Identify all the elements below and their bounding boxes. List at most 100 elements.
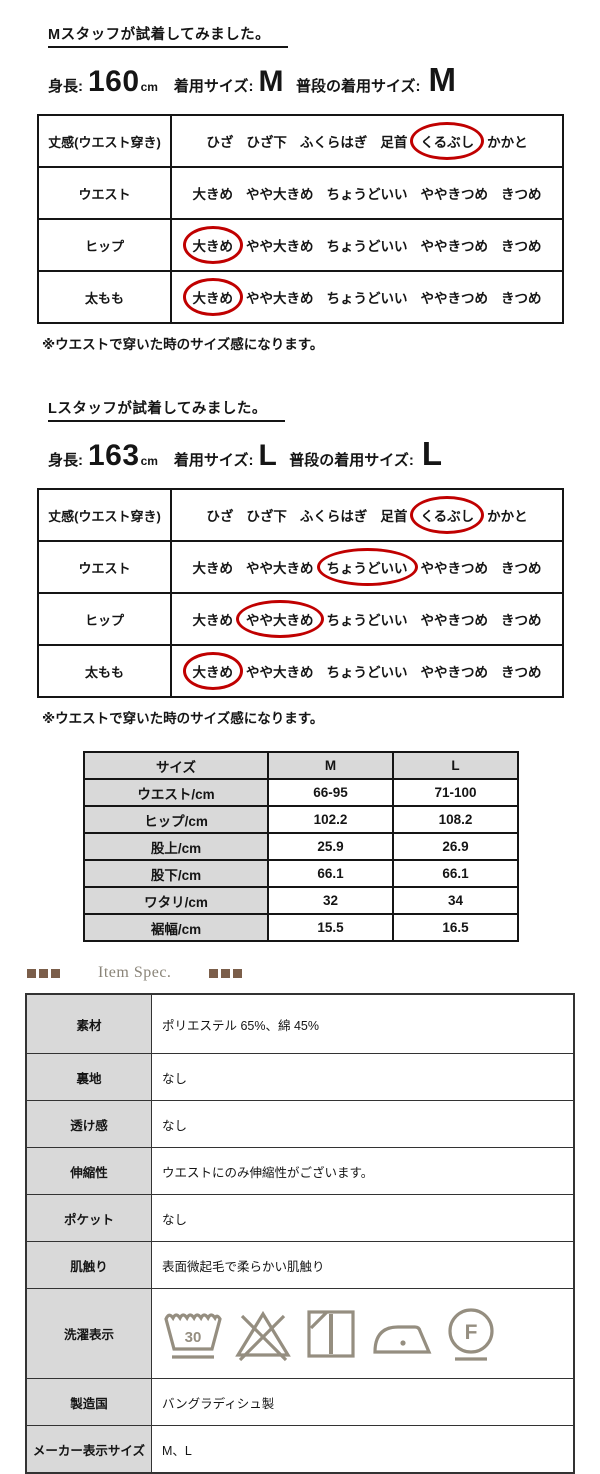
spec-label: 裏地 <box>25 1053 152 1101</box>
fit-row-hip: ヒップ 大きめ やや大きめ ちょうどいい ややきつめ きつめ <box>39 592 562 644</box>
size-chart-header-row: サイズ M L <box>83 751 519 780</box>
spec-label: ポケット <box>25 1194 152 1242</box>
fit-option: ややきつめ <box>420 239 489 254</box>
fit-row-length: 丈感(ウエスト穿き) ひざ ひざ下 ふくらはぎ 足首 くるぶし かかと <box>39 490 562 540</box>
fit-option: きつめ <box>501 291 542 306</box>
spec-row-texture: 肌触り 表面微起毛で柔らかい肌触り <box>25 1241 575 1289</box>
spec-value: バングラディシュ製 <box>151 1378 575 1426</box>
fit-table-m: 丈感(ウエスト穿き) ひざ ひざ下 ふくらはぎ 足首 くるぶし かかと ウエスト… <box>37 114 564 324</box>
fit-option: 足首 <box>380 135 408 150</box>
fit-row-waist: ウエスト 大きめ やや大きめ ちょうどいい ややきつめ きつめ <box>39 166 562 218</box>
fit-option: ややきつめ <box>420 665 489 680</box>
svg-text:F: F <box>465 1321 478 1344</box>
height-label: 身長: <box>48 78 83 95</box>
shade-dry-icon <box>307 1309 355 1358</box>
tryon-title-m: Mスタッフが試着してみました。 <box>48 23 289 48</box>
size-chart-row: ワタリ/cm 32 34 <box>83 886 519 915</box>
size-chart-header-cell: サイズ <box>83 751 269 780</box>
usual-size-label: 普段の着用サイズ: <box>295 78 421 95</box>
fit-option: やや大きめ <box>246 239 314 254</box>
fit-option: ちょうどいい <box>326 291 408 306</box>
size-chart-value: 16.5 <box>392 913 519 942</box>
fit-option: きつめ <box>501 561 542 576</box>
height-label: 身長: <box>48 452 83 469</box>
fit-option: 足首 <box>380 509 408 524</box>
fit-row-label: 丈感(ウエスト穿き) <box>39 490 172 540</box>
fit-options: ひざ ひざ下 ふくらはぎ 足首 くるぶし かかと <box>172 116 562 166</box>
fit-option: きつめ <box>501 239 542 254</box>
spec-row-care: 洗濯表示 30 <box>25 1288 575 1379</box>
size-chart-value: 66-95 <box>267 778 394 807</box>
size-chart-label: 裾幅/cm <box>83 913 269 942</box>
wear-size-label: 着用サイズ: <box>173 78 254 95</box>
size-chart-value: 66.1 <box>267 859 394 888</box>
fit-option: 大きめ <box>192 561 234 576</box>
size-chart-label: ウエスト/cm <box>83 778 269 807</box>
fit-option: 大きめ <box>182 278 243 316</box>
height-value: 163 <box>88 439 140 472</box>
iron-low-icon <box>373 1324 432 1354</box>
fit-option: ちょうどいい <box>326 187 408 202</box>
fit-option: きつめ <box>501 613 542 628</box>
fit-row-label: ウエスト <box>39 168 172 218</box>
fit-option: やや大きめ <box>246 291 314 306</box>
do-not-bleach-icon <box>235 1310 291 1361</box>
tryon-sizes-m: 身長: 160 cm 着用サイズ: M 普段の着用サイズ: M <box>48 61 600 99</box>
fit-options: 大きめ やや大きめ ちょうどいい ややきつめ きつめ <box>172 168 562 218</box>
fit-option: やや大きめ <box>246 665 314 680</box>
fit-options: 大きめ やや大きめ ちょうどいい ややきつめ きつめ <box>172 594 562 644</box>
tryon-section-m: Mスタッフが試着してみました。 身長: 160 cm 着用サイズ: M 普段の着… <box>37 0 600 353</box>
tryon-title-l: Lスタッフが試着してみました。 <box>48 397 285 422</box>
fit-options: 大きめ やや大きめ ちょうどいい ややきつめ きつめ <box>172 542 562 592</box>
care-symbols: 30 <box>151 1288 575 1379</box>
wash-30-icon: 30 <box>164 1312 222 1359</box>
deco-squares-icon <box>27 968 60 978</box>
fit-option: ふくらはぎ <box>299 509 368 524</box>
fit-option: ひざ <box>206 135 234 150</box>
fit-option: ひざ下 <box>246 509 287 524</box>
fit-option: きつめ <box>501 187 542 202</box>
fit-options: 大きめ やや大きめ ちょうどいい ややきつめ きつめ <box>172 646 562 696</box>
item-spec-title: Item Spec. <box>98 964 172 981</box>
wear-size-value: M <box>258 65 284 98</box>
usual-size-value: M <box>428 61 457 98</box>
spec-value: なし <box>151 1053 575 1101</box>
spec-value: なし <box>151 1100 575 1148</box>
fit-row-waist: ウエスト 大きめ やや大きめ ちょうどいい ややきつめ きつめ <box>39 540 562 592</box>
usual-size-label: 普段の着用サイズ: <box>289 452 414 469</box>
spec-value: ポリエステル 65%、綿 45% <box>151 993 575 1054</box>
fit-row-thigh: 太もも 大きめ やや大きめ ちょうどいい ややきつめ きつめ <box>39 270 562 322</box>
fit-row-label: ヒップ <box>39 220 172 270</box>
fit-row-length: 丈感(ウエスト穿き) ひざ ひざ下 ふくらはぎ 足首 くるぶし かかと <box>39 116 562 166</box>
size-chart-value: 34 <box>392 886 519 915</box>
fit-options: ひざ ひざ下 ふくらはぎ 足首 くるぶし かかと <box>172 490 562 540</box>
size-chart-value: 102.2 <box>267 805 394 834</box>
height-unit: cm <box>140 454 158 468</box>
fit-table-l: 丈感(ウエスト穿き) ひざ ひざ下 ふくらはぎ 足首 くるぶし かかと ウエスト… <box>37 488 564 698</box>
wear-size-value: L <box>258 439 278 472</box>
item-spec-table: 素材 ポリエステル 65%、綿 45% 裏地 なし 透け感 なし 伸縮性 ウエス… <box>25 993 575 1474</box>
spec-row-lining: 裏地 なし <box>25 1053 575 1101</box>
fit-option: ちょうどいい <box>326 239 408 254</box>
spec-value: M、L <box>151 1425 575 1474</box>
size-chart-value: 15.5 <box>267 913 394 942</box>
tryon-section-l: Lスタッフが試着してみました。 身長: 163 cm 着用サイズ: L 普段の着… <box>37 397 600 727</box>
fit-option: ややきつめ <box>420 291 489 306</box>
fit-row-label: 太もも <box>39 272 172 322</box>
svg-text:30: 30 <box>185 1329 202 1346</box>
spec-value: 表面微起毛で柔らかい肌触り <box>151 1241 575 1289</box>
fit-option: かかと <box>487 509 528 524</box>
size-chart-row: ヒップ/cm 102.2 108.2 <box>83 805 519 834</box>
fit-option: 大きめ <box>182 226 243 264</box>
size-chart-value: 66.1 <box>392 859 519 888</box>
spec-row-maker-size: メーカー表示サイズ M、L <box>25 1425 575 1474</box>
spec-label: メーカー表示サイズ <box>25 1425 152 1474</box>
spec-value: ウエストにのみ伸縮性がございます。 <box>151 1147 575 1195</box>
deco-squares-icon <box>209 968 243 978</box>
spec-label: 伸縮性 <box>25 1147 152 1195</box>
fit-option: ややきつめ <box>420 561 489 576</box>
fit-option: くるぶし <box>410 122 484 160</box>
size-chart-header-cell: L <box>392 751 519 780</box>
size-chart-value: 26.9 <box>392 832 519 861</box>
